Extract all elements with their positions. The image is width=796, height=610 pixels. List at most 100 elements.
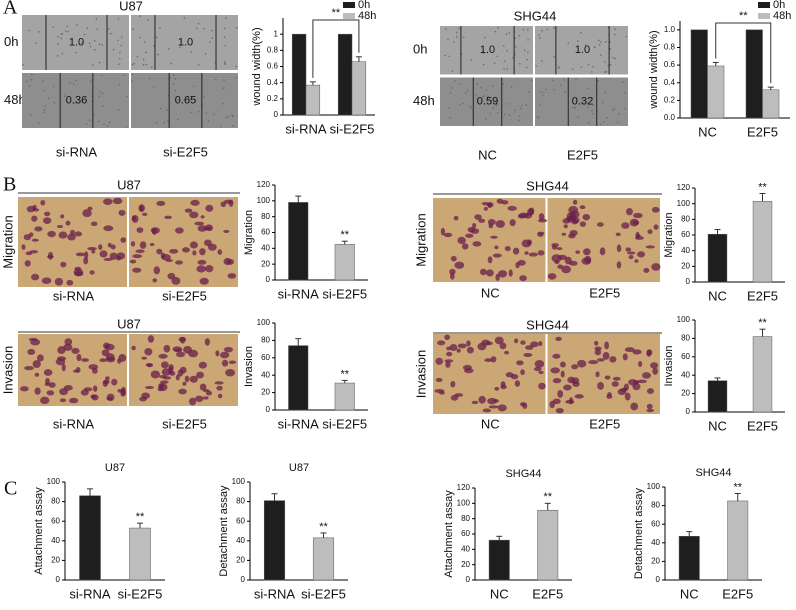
stained-cell [464,368,474,374]
stained-cell [569,230,578,236]
speck [119,57,121,60]
stained-cell [494,336,504,345]
significance: ** [136,511,145,523]
stained-cell [517,259,526,266]
speck [167,119,169,122]
speck [592,65,594,68]
stained-cell [604,375,611,380]
panel-letter: A [3,0,18,19]
micrograph [129,197,238,287]
speck [88,119,91,122]
y-tick-label: 60 [236,516,245,525]
y-tick-label: 40 [236,536,245,545]
stained-cell [198,361,207,369]
stained-cell [461,243,469,250]
speck [211,37,214,40]
speck [576,40,579,42]
micrograph [22,73,129,128]
speck [225,116,228,119]
image-caption: NC [481,285,500,300]
row-label: Invasion [413,350,428,398]
speck [455,36,458,38]
bar [752,336,773,413]
x-tick-label: si-E2F5 [330,121,375,136]
speck [144,51,147,54]
speck [190,111,193,114]
stained-cell [65,220,71,226]
stained-cell [477,342,487,351]
x-tick-label: si-E2F5 [322,286,367,301]
y-tick-label: 100 [232,477,246,486]
cell-label: 1.0 [575,44,590,56]
speck [538,34,540,36]
speck [64,30,67,32]
stained-cell [164,215,173,220]
speck [494,30,497,33]
stained-cell [75,366,81,373]
row-label: 48h [4,92,26,107]
stained-cell [444,334,450,341]
speck [219,125,222,128]
stained-cell [142,212,148,217]
speck [81,42,83,44]
stained-cell [118,209,126,216]
speck [514,109,516,112]
stained-cell [538,370,544,375]
stained-cell [523,352,533,357]
speck [85,123,88,125]
micrograph [535,77,628,126]
speck [131,63,134,66]
stained-cell [47,230,56,238]
stained-cell [490,235,498,239]
stained-cell [103,225,114,232]
speck [174,78,177,80]
y-tick-label: 60 [461,529,470,538]
stained-cell [169,248,179,254]
speck [451,87,453,89]
speck [168,48,170,50]
bar [334,244,355,281]
speck [530,79,533,82]
stained-cell [216,385,223,391]
y-tick-label: 1.0 [664,25,676,34]
stained-cell [568,397,574,405]
speck [492,85,494,87]
stained-cell [653,224,659,230]
speck [207,120,210,122]
speck [609,40,611,43]
speck [209,41,211,43]
speck [223,60,226,63]
stained-cell [158,383,164,390]
cell-label: 0.65 [175,94,196,106]
micrograph [535,26,628,75]
chart-title: SHG44 [505,468,541,480]
speck [142,58,145,61]
stained-cell [66,279,74,286]
speck [537,116,540,119]
speck [94,39,96,42]
y-tick-label: 40 [681,246,690,255]
stained-cell [623,383,629,391]
stained-cell [651,263,661,271]
speck [546,28,549,31]
stained-cell [492,253,502,258]
stained-cell [557,389,564,398]
speck [98,61,101,64]
speck [535,65,537,67]
y-axis-label: Detachment assay [218,485,230,577]
speck [559,84,562,86]
stained-cell [156,248,163,255]
stained-cell [571,218,578,225]
speck [613,108,616,110]
stained-cell [150,227,160,234]
stained-cell [223,346,233,353]
row-label: Invasion [0,346,15,394]
y-axis-label: Migration [663,212,675,257]
stained-cell [89,270,95,275]
stained-cell [508,269,513,277]
stained-cell [204,224,214,232]
speck [120,36,123,38]
speck [43,89,45,92]
speck [177,118,179,121]
stained-cell [485,269,494,277]
